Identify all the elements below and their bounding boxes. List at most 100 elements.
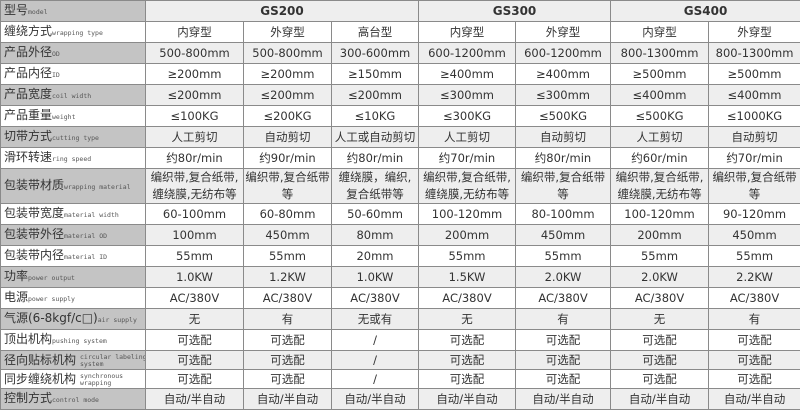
row-label-en: ring speed (52, 155, 91, 163)
table-cell: 可选配 (709, 370, 800, 389)
table-cell: 编织带,复合纸带等 (244, 169, 332, 204)
table-cell: 500-800mm (146, 43, 244, 64)
table-cell: ≤100KG (146, 106, 244, 127)
table-cell: 无 (419, 309, 516, 330)
table-cell: 自动/半自动 (611, 389, 709, 410)
table-cell: 可选配 (516, 351, 611, 370)
table-cell: 450mm (244, 225, 332, 246)
table-cell: 55mm (709, 246, 800, 267)
table-cell: ≤200mm (332, 85, 419, 106)
row-label: 控制方式control mode (1, 389, 146, 410)
table-cell: ≤400mm (611, 85, 709, 106)
table-cell: 自动/半自动 (146, 389, 244, 410)
table-cell: 60-80mm (244, 204, 332, 225)
table-row: 产品内径ID≥200mm≥200mm≥150mm≥400mm≥400mm≥500… (1, 64, 800, 85)
table-cell: 55mm (516, 246, 611, 267)
group-gs300: GS300 (419, 1, 611, 22)
table-cell: 60-100mm (146, 204, 244, 225)
table-cell: 可选配 (244, 330, 332, 351)
table-cell: ≤500KG (516, 106, 611, 127)
table-cell: 450mm (709, 225, 800, 246)
table-cell: 编织带,复合纸带,缠绕膜,无纺布等 (419, 169, 516, 204)
table-cell: 自动剪切 (516, 127, 611, 148)
table-cell: 人工剪切 (146, 127, 244, 148)
table-cell: 90-120mm (709, 204, 800, 225)
table-cell: 自动/半自动 (709, 389, 800, 410)
row-label-cn: 滑环转速 (4, 150, 52, 164)
table-cell: 2.0KW (516, 267, 611, 288)
table-cell: 300-600mm (332, 43, 419, 64)
row-label-cn: 包装带材质 (4, 178, 64, 192)
table-cell: 450mm (516, 225, 611, 246)
table-cell: ≥200mm (244, 64, 332, 85)
table-cell: 编织带,复合纸带,缠绕膜,无纺布等 (146, 169, 244, 204)
table-cell: 可选配 (516, 330, 611, 351)
table-cell: 约70r/min (419, 148, 516, 169)
table-cell: 缠绕膜，编织,复合纸带等 (332, 169, 419, 204)
row-label: 包装带宽度material width (1, 204, 146, 225)
row-label: 切带方式cutting type (1, 127, 146, 148)
row-label-cn: 气源(6-8kgf/c□) (4, 311, 98, 325)
row-label-en: pushing system (52, 337, 107, 345)
table-cell: 自动剪切 (709, 127, 800, 148)
table-cell: 1.2KW (244, 267, 332, 288)
row-label-cn: 同步缠绕机构 (4, 372, 76, 386)
table-cell: 内穿型 (419, 22, 516, 43)
table-cell: ≤300mm (516, 85, 611, 106)
row-label-en: synchronous wrapping (80, 373, 145, 387)
table-cell: 自动/半自动 (244, 389, 332, 410)
table-cell: ≥500mm (611, 64, 709, 85)
row-label: 缠绕方式wrapping type (1, 22, 146, 43)
table-cell: AC/380V (611, 288, 709, 309)
table-cell: 可选配 (709, 330, 800, 351)
table-cell: 约90r/min (244, 148, 332, 169)
table-cell: ≤300KG (419, 106, 516, 127)
table-cell: 约80r/min (146, 148, 244, 169)
table-cell: ≤10KG (332, 106, 419, 127)
table-cell: ≥400mm (419, 64, 516, 85)
row-label-cn: 包装带内径 (4, 248, 64, 262)
row-label: 产品重量weight (1, 106, 146, 127)
table-cell: 2.2KW (709, 267, 800, 288)
table-cell: 外穿型 (244, 22, 332, 43)
table-cell: AC/380V (146, 288, 244, 309)
table-cell: 可选配 (516, 370, 611, 389)
header-row: 型号model GS200 GS300 GS400 (1, 1, 800, 22)
table-cell: 500-800mm (244, 43, 332, 64)
table-cell: 编织带,复合纸带,缠绕膜,无纺布等 (611, 169, 709, 204)
group-gs400: GS400 (611, 1, 800, 22)
row-label-en: material width (64, 211, 119, 219)
table-cell: 可选配 (146, 370, 244, 389)
table-cell: ≤1000KG (709, 106, 800, 127)
table-cell: ≥150mm (332, 64, 419, 85)
row-label: 包装带材质wrapping material (1, 169, 146, 204)
table-cell: 1.5KW (419, 267, 516, 288)
table-cell: ≤400mm (709, 85, 800, 106)
table-cell: 自动/半自动 (332, 389, 419, 410)
table-cell: 有 (709, 309, 800, 330)
table-cell: 可选配 (419, 370, 516, 389)
table-cell: 内穿型 (611, 22, 709, 43)
table-cell: 有 (516, 309, 611, 330)
row-label: 功率power output (1, 267, 146, 288)
row-label: 产品外径OD (1, 43, 146, 64)
table-cell: ≥200mm (146, 64, 244, 85)
table-cell: AC/380V (244, 288, 332, 309)
row-label: 产品宽度coil width (1, 85, 146, 106)
table-cell: 50-60mm (332, 204, 419, 225)
table-cell: 200mm (419, 225, 516, 246)
row-label-en: control mode (52, 396, 99, 404)
table-cell: 20mm (332, 246, 419, 267)
table-cell: 人工或自动剪切 (332, 127, 419, 148)
row-label-en: OD (52, 50, 60, 58)
table-cell: AC/380V (419, 288, 516, 309)
